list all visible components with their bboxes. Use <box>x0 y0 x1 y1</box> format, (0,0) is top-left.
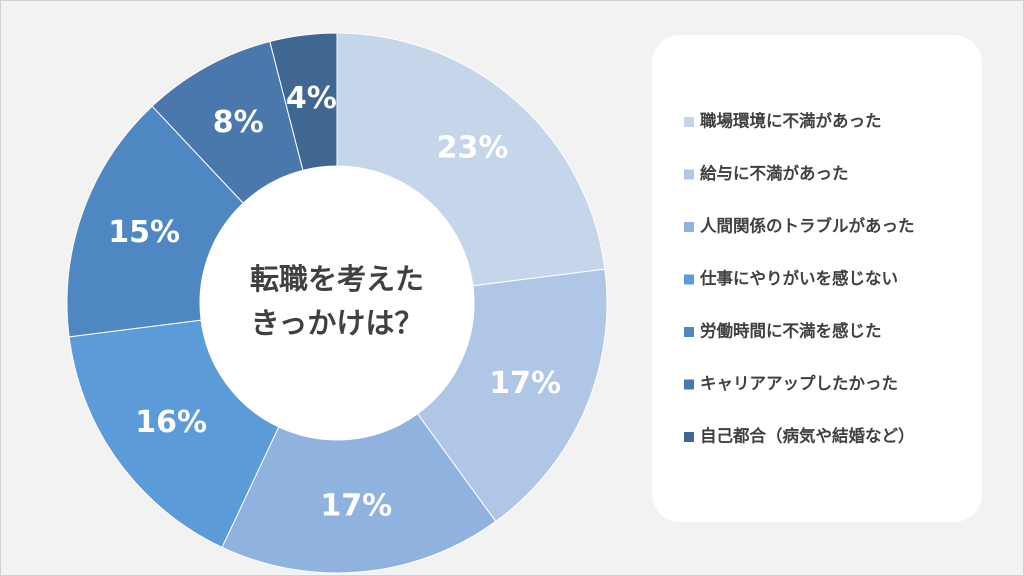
legend-swatch <box>684 117 694 127</box>
legend-label: 給与に不満があった <box>700 163 849 183</box>
legend-label: 人間関係のトラブルがあった <box>700 216 915 236</box>
data-label: 15% <box>108 215 180 250</box>
data-label: 4% <box>286 81 337 116</box>
legend-label: 自己都合（病気や結婚など） <box>700 426 915 446</box>
data-label: 17% <box>320 489 392 524</box>
legend-label: 職場環境に不満があった <box>700 111 882 131</box>
data-label: 16% <box>135 405 207 440</box>
center-label: 転職を考えた <box>250 262 424 296</box>
legend-swatch <box>684 274 694 285</box>
data-label: 23% <box>437 131 509 166</box>
legend-label: キャリアアップしたかった <box>700 373 898 393</box>
legend-swatch <box>684 432 694 442</box>
legend-swatch <box>684 327 694 337</box>
center-label: きっかけは？ <box>251 306 424 340</box>
data-label: 17% <box>489 366 561 401</box>
legend-swatch <box>684 379 694 390</box>
data-label: 8% <box>213 105 264 140</box>
legend-box <box>652 35 982 522</box>
legend-label: 仕事にやりがいを感じない <box>699 268 898 288</box>
legend-label: 労働時間に不満を感じた <box>700 321 882 341</box>
legend-swatch <box>684 222 694 232</box>
legend-swatch <box>684 169 694 180</box>
donut-hole <box>200 166 474 440</box>
